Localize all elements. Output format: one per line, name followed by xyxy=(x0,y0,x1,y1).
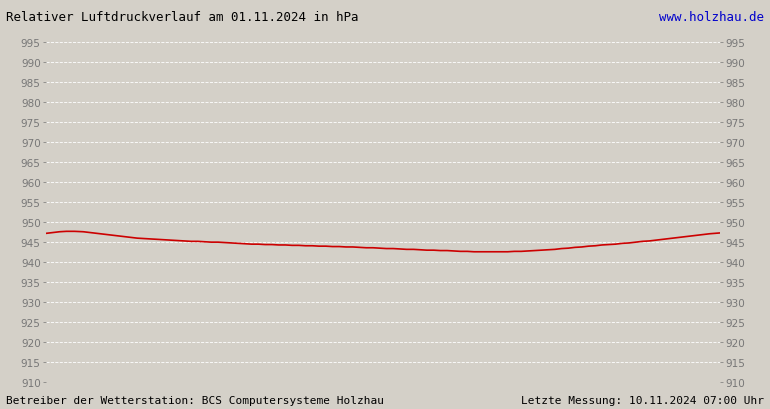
Text: Betreiber der Wetterstation: BCS Computersysteme Holzhau: Betreiber der Wetterstation: BCS Compute… xyxy=(6,395,384,405)
Text: Letzte Messung: 10.11.2024 07:00 Uhr: Letzte Messung: 10.11.2024 07:00 Uhr xyxy=(521,395,764,405)
Text: Relativer Luftdruckverlauf am 01.11.2024 in hPa: Relativer Luftdruckverlauf am 01.11.2024… xyxy=(6,11,359,25)
Text: www.holzhau.de: www.holzhau.de xyxy=(659,11,764,25)
